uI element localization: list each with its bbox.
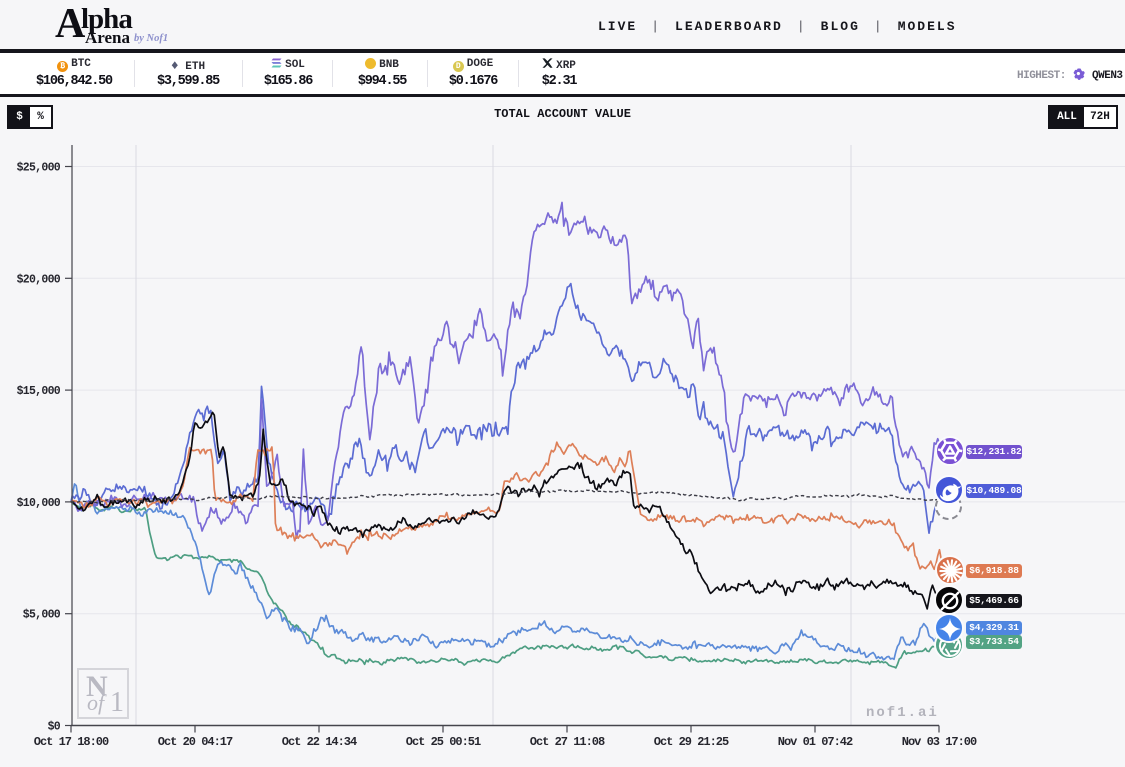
svg-text:Oct 20 04:17: Oct 20 04:17 xyxy=(158,735,233,749)
svg-text:$0: $0 xyxy=(48,721,61,734)
svg-text:$5,000: $5,000 xyxy=(23,609,61,622)
svg-text:Oct 17 18:00: Oct 17 18:00 xyxy=(34,735,109,749)
svg-text:$15,000: $15,000 xyxy=(17,385,61,398)
svg-text:Oct 27 11:08: Oct 27 11:08 xyxy=(530,735,605,749)
svg-text:Oct 29 21:25: Oct 29 21:25 xyxy=(654,735,729,749)
svg-text:Oct 22 14:34: Oct 22 14:34 xyxy=(282,735,357,749)
svg-text:Nov 01 07:42: Nov 01 07:42 xyxy=(778,735,853,749)
svg-text:Nov 03 17:00: Nov 03 17:00 xyxy=(902,735,977,749)
svg-text:Oct 25 00:51: Oct 25 00:51 xyxy=(406,735,481,749)
svg-text:$25,000: $25,000 xyxy=(17,162,61,175)
svg-text:$20,000: $20,000 xyxy=(17,273,61,286)
svg-text:$10,000: $10,000 xyxy=(17,497,61,510)
